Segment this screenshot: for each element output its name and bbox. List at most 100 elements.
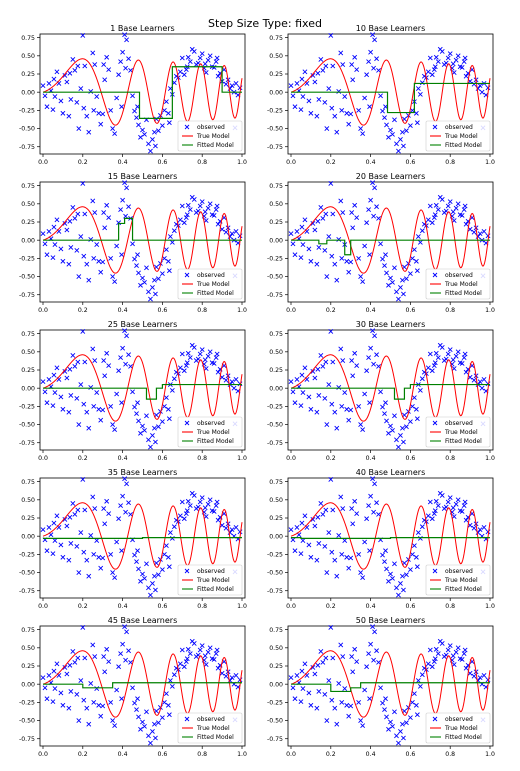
observed-point	[392, 709, 397, 715]
observed-point	[104, 202, 110, 208]
observed-point	[411, 543, 417, 549]
legend-label: Fitted Model	[445, 290, 482, 297]
y-tick-label: -0.50	[19, 718, 35, 725]
observed-point	[128, 659, 133, 665]
observed-point	[165, 554, 171, 560]
observed-point	[211, 509, 217, 514]
observed-point	[481, 673, 487, 678]
y-tick-label: -0.25	[19, 108, 35, 115]
observed-point	[349, 506, 355, 511]
fitted-model-line	[43, 537, 242, 539]
observed-point	[203, 662, 209, 667]
observed-point	[329, 549, 335, 555]
observed-point	[336, 237, 342, 242]
observed-point	[455, 497, 461, 503]
observed-point	[288, 83, 294, 89]
observed-point	[481, 377, 487, 382]
observed-point	[292, 400, 298, 406]
observed-point	[481, 229, 487, 234]
observed-point	[142, 427, 147, 433]
observed-point	[112, 723, 118, 729]
observed-point	[88, 237, 94, 242]
x-tick-label: 0.6	[405, 751, 415, 758]
observed-point	[413, 258, 419, 264]
observed-point	[367, 548, 373, 554]
observed-point	[51, 372, 57, 378]
observed-point	[447, 199, 453, 205]
observed-point	[400, 129, 405, 135]
observed-point	[126, 56, 131, 62]
observed-point	[413, 554, 419, 560]
observed-point	[130, 685, 135, 691]
true-model-line	[290, 650, 491, 718]
observed-point	[362, 391, 368, 397]
y-tick-label: -0.75	[267, 292, 283, 299]
observed-point	[213, 355, 219, 361]
x-tick-label: 1.0	[237, 159, 247, 166]
observed-point	[171, 228, 177, 234]
observed-point	[150, 433, 155, 438]
observed-point	[485, 233, 491, 239]
observed-point	[161, 403, 167, 409]
observed-point	[179, 55, 185, 61]
observed-point	[411, 247, 417, 253]
observed-point	[477, 83, 483, 89]
observed-point	[233, 377, 239, 382]
observed-point	[354, 67, 360, 73]
observed-point	[299, 668, 305, 674]
observed-point	[485, 85, 491, 91]
x-tick-label: 0.4	[366, 307, 376, 314]
observed-point	[344, 258, 350, 264]
observed-point	[383, 696, 388, 702]
y-tick-label: 0.00	[269, 385, 283, 392]
observed-point	[485, 529, 491, 535]
observed-point	[202, 653, 208, 659]
observed-point	[433, 54, 439, 60]
observed-point	[120, 493, 126, 499]
observed-point	[439, 641, 445, 646]
observed-point	[326, 234, 332, 239]
observed-point	[431, 659, 437, 665]
fitted-model-line	[43, 383, 242, 400]
x-tick-label: 0.6	[157, 307, 167, 314]
observed-point	[116, 664, 122, 670]
observed-point	[60, 554, 66, 560]
observed-point	[455, 349, 461, 355]
observed-point	[451, 70, 457, 75]
observed-point	[223, 377, 229, 383]
observed-point	[86, 277, 92, 283]
y-tick-label: 0.75	[269, 183, 283, 190]
observed-point	[181, 72, 187, 78]
observed-point	[161, 699, 167, 705]
observed-point	[450, 505, 456, 511]
observed-point	[326, 382, 332, 387]
legend-label: True Model	[196, 577, 230, 584]
observed-point	[124, 333, 129, 339]
observed-point	[471, 81, 477, 87]
legend-label: observed	[197, 124, 225, 131]
observed-point	[394, 733, 399, 739]
observed-point	[362, 95, 368, 101]
observed-point	[320, 659, 326, 665]
legend-box	[177, 268, 243, 300]
observed-point	[166, 120, 172, 126]
observed-point	[96, 110, 102, 116]
observed-point	[308, 110, 314, 116]
y-tick-label: -0.75	[19, 588, 35, 595]
observed-point	[338, 50, 344, 56]
observed-point	[352, 646, 358, 652]
observed-point	[300, 686, 306, 691]
observed-point	[148, 592, 153, 598]
observed-point	[144, 265, 149, 271]
observed-point	[112, 131, 118, 137]
observed-point	[169, 683, 175, 689]
observed-point	[197, 203, 203, 209]
observed-point	[332, 409, 338, 415]
observed-point	[383, 252, 388, 258]
observed-point	[42, 685, 48, 691]
observed-point	[123, 213, 129, 219]
observed-point	[431, 363, 437, 369]
y-tick-label: 0.50	[269, 497, 283, 504]
observed-point	[80, 625, 86, 630]
legend-label: Fitted Model	[197, 290, 234, 297]
